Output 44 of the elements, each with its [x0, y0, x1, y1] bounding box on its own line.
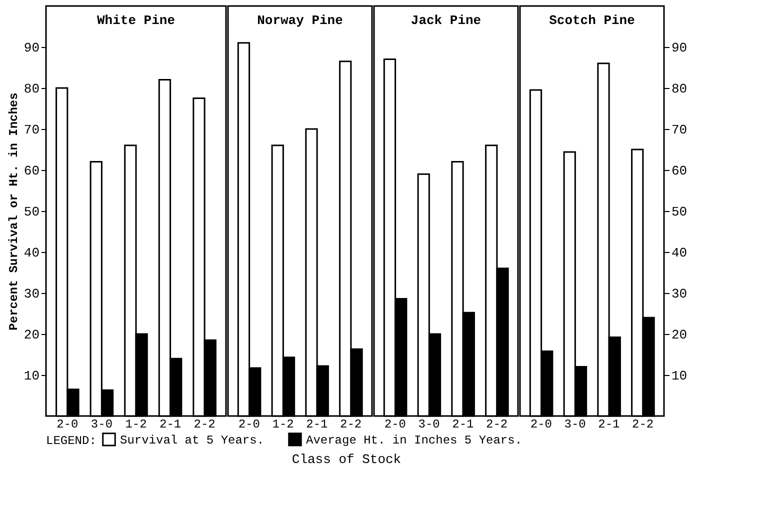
y-tick-label: 90: [672, 40, 688, 56]
y-tick-label: 90: [24, 40, 40, 56]
text: Scotch Pine: [549, 13, 636, 28]
y-tick-label: 40: [672, 246, 688, 260]
text: Jack Pine: [410, 13, 482, 28]
y-tick-label: 10: [672, 368, 688, 384]
x-tick-label: 2-0: [384, 418, 406, 432]
text: White Pine: [96, 13, 176, 28]
x-tick-label: 1-2: [272, 418, 294, 432]
x-tick-label: 2-2: [194, 418, 216, 432]
x-tick-label: 2-2: [340, 418, 362, 432]
x-tick-label: 2-0: [238, 418, 260, 432]
y-tick-label: 50: [24, 204, 40, 220]
x-tick-label: 2-1: [159, 418, 182, 432]
y-tick-label: 30: [672, 286, 688, 302]
x-tick-label: 2-1: [306, 418, 328, 432]
legend-label: Average Ht. in Inches 5 Years.: [306, 433, 522, 448]
x-tick-label: 2-2: [632, 418, 654, 432]
x-tick-label: 3-0: [564, 418, 586, 432]
y-tick-label: 80: [24, 82, 40, 96]
x-tick-label: 2-1: [452, 418, 474, 432]
x-tick-label: 2-2: [486, 418, 508, 432]
x-tick-label: 3-0: [90, 418, 113, 432]
y-tick-label: 80: [672, 82, 688, 96]
y-axis-title: Percent Survival or Ht. in Inches: [6, 92, 21, 330]
y-tick-label: 70: [672, 122, 688, 138]
x-tick-label: 2-0: [56, 418, 78, 432]
x-tick-label: 3-0: [418, 418, 440, 432]
y-tick-label: 70: [24, 122, 40, 138]
y-tick-label: 40: [24, 246, 40, 260]
y-tick-label: 10: [24, 368, 40, 384]
x-tick-label: 1-2: [125, 418, 147, 432]
x-tick-label: 2-0: [530, 418, 552, 432]
legend-title: LEGEND:: [46, 434, 96, 448]
y-tick-label: 60: [672, 164, 688, 178]
y-tick-label: 20: [24, 328, 40, 342]
y-tick-label: 30: [24, 286, 40, 302]
y-tick-label: 60: [24, 164, 40, 178]
text: Norway Pine: [257, 13, 344, 28]
legend-label: Survival at 5 Years.: [120, 433, 264, 448]
y-tick-label: 50: [672, 204, 688, 220]
y-tick-label: 20: [672, 328, 688, 342]
x-axis-title: Class of Stock: [292, 452, 402, 467]
x-tick-label: 2-1: [598, 418, 620, 432]
